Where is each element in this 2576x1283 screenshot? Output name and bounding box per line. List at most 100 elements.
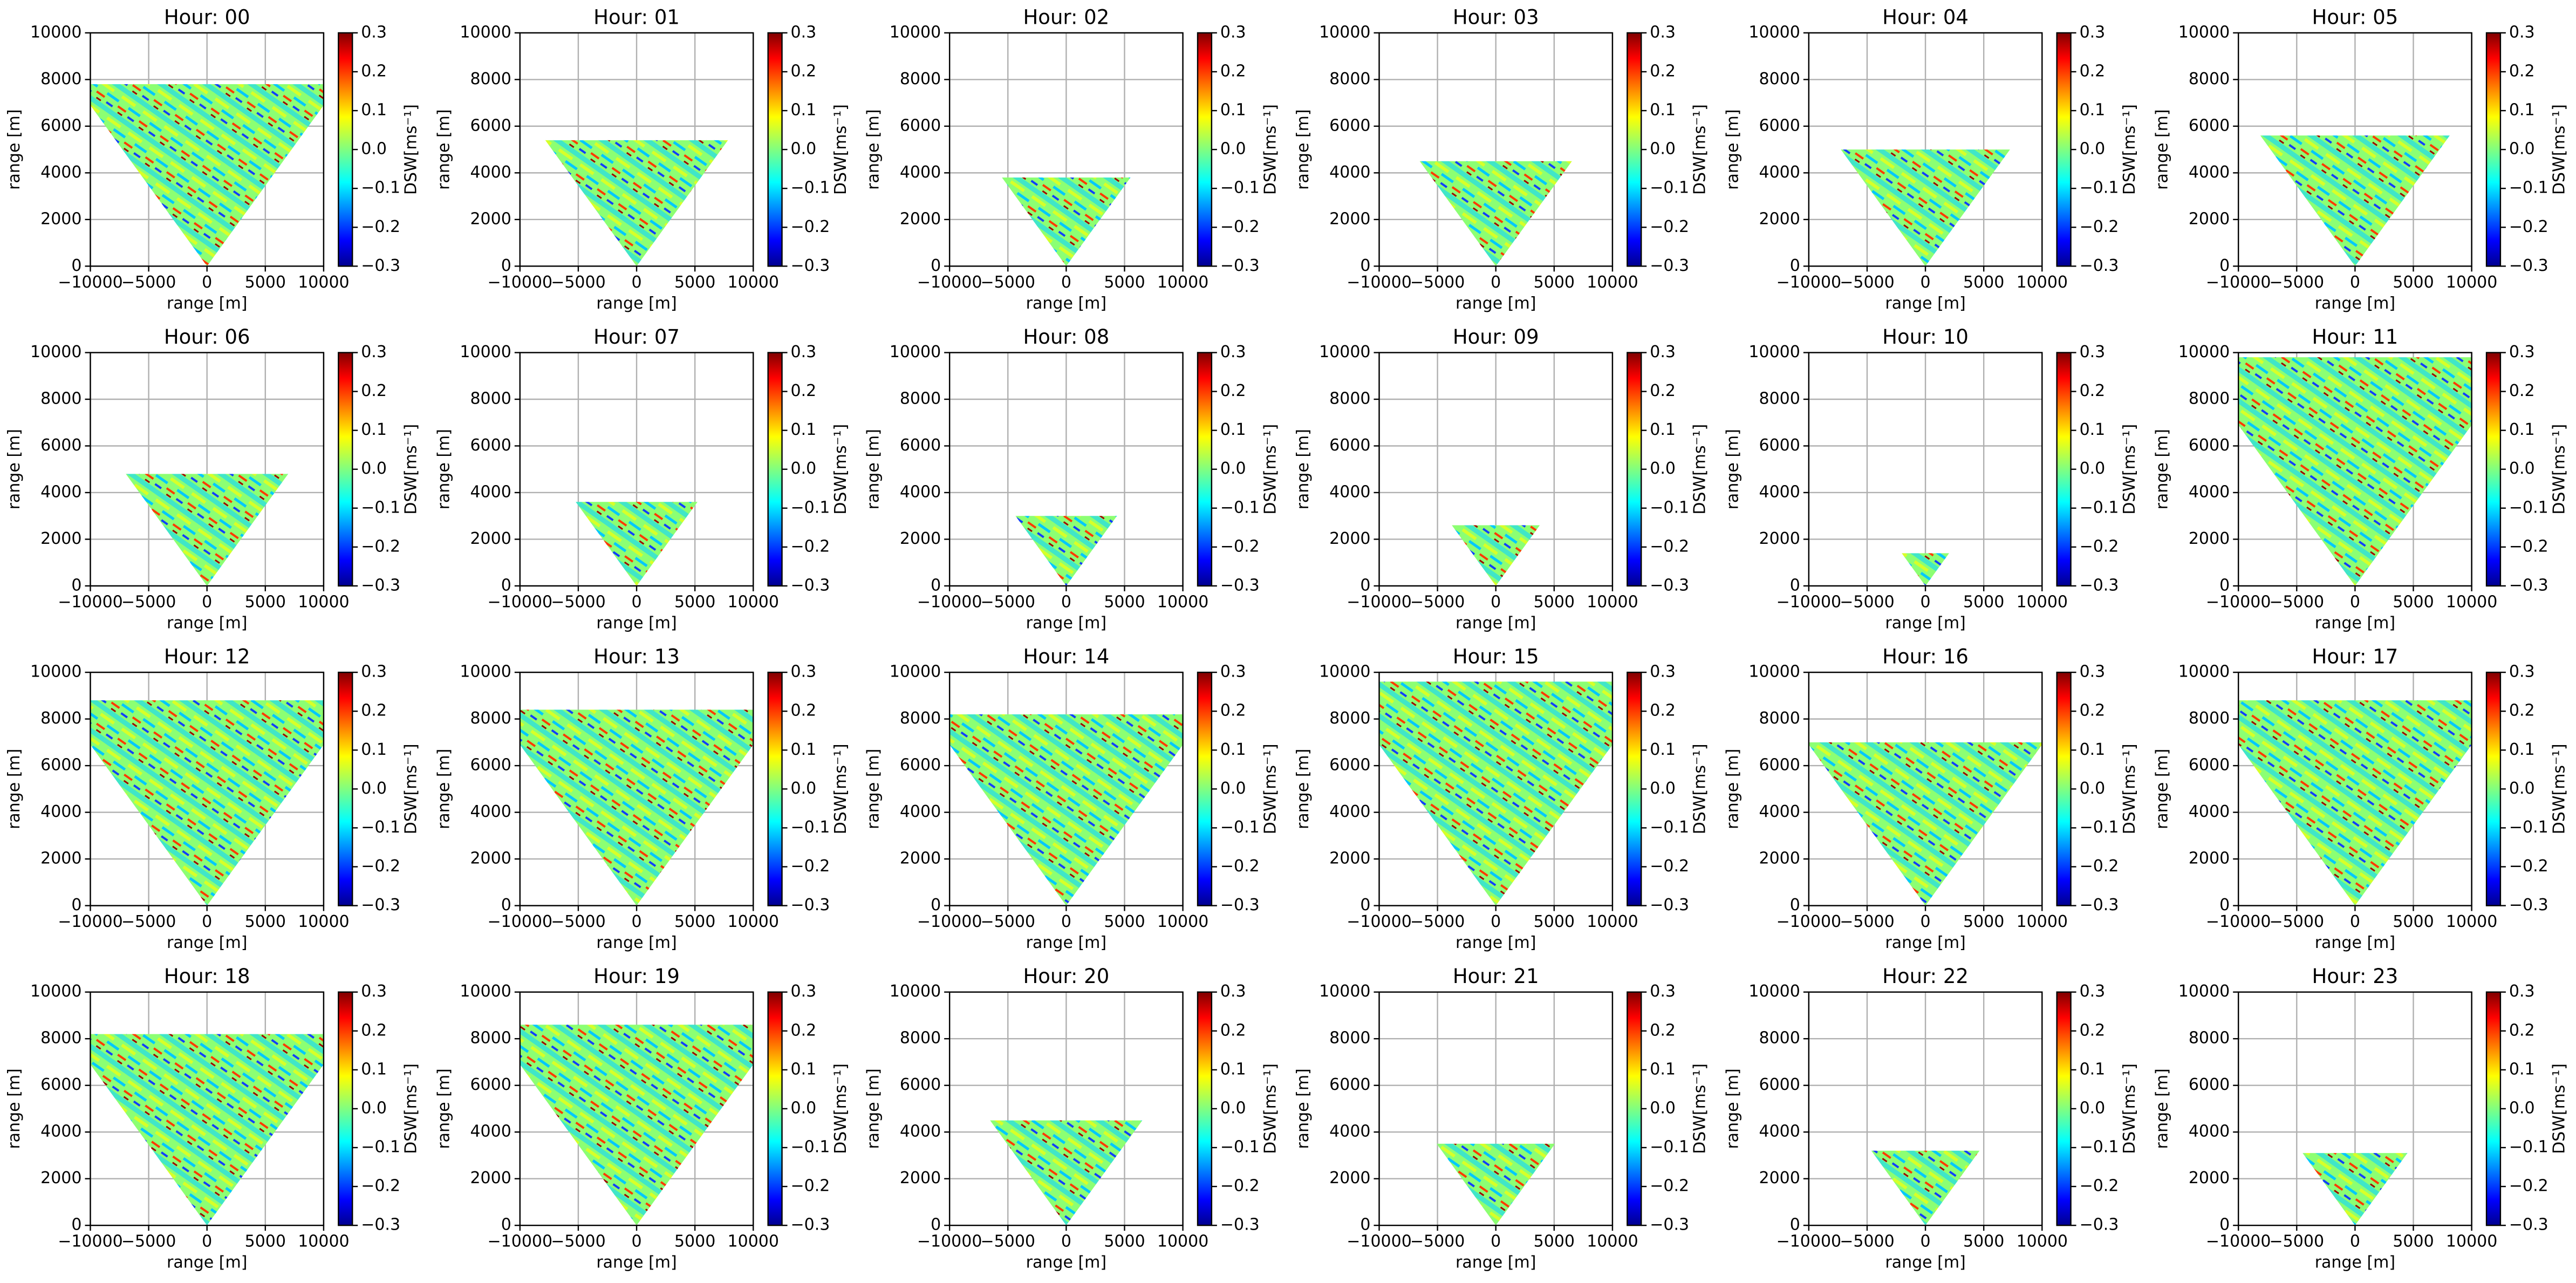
y-axis-label: range [m]: [5, 749, 24, 829]
panel-title: Hour: 15: [1453, 645, 1539, 668]
y-tick-label: 6000: [2189, 436, 2230, 455]
y-tick-label: 4000: [1759, 482, 1800, 501]
colorbar-tick-label: 0.2: [791, 701, 817, 720]
colorbar-tick-label: −0.3: [1650, 896, 1689, 915]
y-tick-label: 4000: [900, 1122, 941, 1141]
x-tick-label: −10000: [917, 592, 982, 611]
colorbar-tick-label: −0.3: [361, 1216, 400, 1234]
colorbar-tick-label: 0.1: [1220, 101, 1246, 120]
x-tick-label: 5000: [674, 592, 715, 611]
x-tick-label: 10000: [2446, 273, 2497, 292]
colorbar-label: DSW[ms⁻¹]: [2120, 1063, 2139, 1154]
data-field: [1808, 742, 2042, 906]
y-tick-label: 2000: [1759, 529, 1800, 548]
y-tick-label: 4000: [470, 163, 511, 182]
colorbar-tick-label: 0.2: [1650, 701, 1676, 720]
x-tick-label: −10000: [1776, 273, 1842, 292]
colorbar-label: DSW[ms⁻¹]: [1691, 743, 1710, 834]
panel-title: Hour: 21: [1453, 965, 1539, 988]
y-axis-label: range [m]: [864, 429, 883, 509]
panel: −10000−5000 0 5000 10000 0 2000 4000 6000 8000 10…: [1294, 965, 1710, 1272]
colorbar-tick-label: 0.1: [1220, 740, 1246, 759]
panel: −10000−5000 0 5000 10000 0 2000 4000 6000 8000 10…: [5, 325, 421, 632]
colorbar-tick-label: −0.3: [1650, 576, 1689, 595]
panel: −10000−5000 0 5000 10000 0 2000 4000 6000 8000 10…: [1294, 325, 1710, 632]
x-tick-label: 0: [202, 592, 212, 611]
x-tick-label: 5000: [245, 912, 286, 931]
colorbar-tick-label: −0.2: [791, 1177, 830, 1196]
colorbar-tick-label: 0.3: [1650, 663, 1676, 681]
colorbar-tick-label: 0.1: [1650, 420, 1676, 439]
panel-title: Hour: 10: [1882, 325, 1969, 349]
x-tick-label: −5000: [981, 1232, 1035, 1251]
colorbar-tick-label: −0.2: [2080, 1177, 2119, 1196]
colorbar-tick-label: 0.3: [1650, 982, 1676, 1001]
colorbar: [1627, 32, 1642, 267]
colorbar-tick-label: 0.0: [1220, 1098, 1246, 1117]
colorbar-tick-label: 0.0: [361, 140, 387, 159]
y-tick-label: 6000: [470, 116, 511, 135]
colorbar-label: DSW[ms⁻¹]: [2550, 424, 2568, 515]
colorbar: [338, 671, 353, 906]
axes-frame: [1808, 32, 2043, 267]
x-axis-label: range [m]: [1026, 294, 1106, 313]
colorbar: [1197, 991, 1213, 1226]
y-tick-label: 10000: [460, 23, 511, 42]
y-tick-label: 0: [1360, 896, 1370, 915]
x-tick-label: 0: [631, 912, 641, 931]
y-axis-label: range [m]: [434, 109, 453, 189]
colorbar: [1197, 352, 1213, 587]
axes-frame: [90, 671, 325, 906]
x-tick-label: −10000: [488, 273, 553, 292]
x-axis-label: range [m]: [596, 933, 677, 952]
x-tick-label: −10000: [58, 1232, 123, 1251]
y-tick-label: 6000: [900, 116, 941, 135]
y-axis-label: range [m]: [864, 749, 883, 829]
panel-title: Hour: 05: [2312, 5, 2399, 29]
x-tick-label: −10000: [917, 912, 982, 931]
colorbar-tick-label: 0.0: [2080, 1098, 2106, 1117]
x-tick-label: −5000: [1840, 1232, 1894, 1251]
axes-frame: [948, 671, 1184, 906]
colorbar-tick-label: 0.1: [361, 1060, 387, 1079]
y-axis-label: range [m]: [2153, 109, 2172, 189]
panel: −10000−5000 0 5000 10000 0 2000 4000 6000 8000 10…: [1723, 5, 2139, 312]
colorbar-label: DSW[ms⁻¹]: [2550, 104, 2568, 195]
colorbar-label: DSW[ms⁻¹]: [1691, 1063, 1710, 1154]
axes-frame: [1378, 671, 1614, 906]
panel: −10000−5000 0 5000 10000 0 2000 4000 6000 8000 10…: [5, 965, 421, 1272]
y-tick-label: 8000: [900, 390, 941, 408]
x-tick-label: −5000: [551, 912, 605, 931]
y-tick-label: 8000: [1759, 1029, 1800, 1048]
colorbar-tick-label: 0.3: [2080, 663, 2106, 681]
y-tick-label: 2000: [470, 1169, 511, 1188]
y-tick-label: 10000: [1748, 23, 1800, 42]
panel-title: Hour: 04: [1882, 5, 1969, 29]
colorbar-tick-label: 0.1: [361, 420, 387, 439]
panel: −10000−5000 0 5000 10000 0 2000 4000 6000 8000 10…: [1723, 965, 2139, 1272]
x-tick-label: −10000: [1776, 592, 1842, 611]
y-tick-label: 2000: [470, 849, 511, 868]
y-tick-label: 2000: [470, 209, 511, 228]
y-tick-label: 0: [501, 256, 511, 275]
x-tick-label: 5000: [2393, 1232, 2434, 1251]
x-tick-label: −5000: [121, 273, 176, 292]
y-tick-label: 0: [1790, 1216, 1800, 1234]
colorbar-tick-label: 0.2: [1220, 701, 1246, 720]
colorbar-tick-label: −0.1: [2509, 179, 2548, 197]
y-axis-label: range [m]: [1294, 429, 1313, 509]
x-tick-label: −5000: [1840, 273, 1894, 292]
colorbar-tick-label: −0.2: [1220, 537, 1260, 556]
y-tick-label: 0: [1360, 256, 1370, 275]
axes-frame: [1378, 352, 1614, 587]
colorbar-tick-label: −0.1: [2080, 498, 2119, 517]
data-field: [1841, 149, 2010, 267]
colorbar-tick-label: −0.3: [1220, 896, 1260, 915]
y-axis-label: range [m]: [5, 1068, 24, 1149]
x-tick-label: −10000: [488, 592, 553, 611]
y-tick-label: 2000: [900, 529, 941, 548]
colorbar: [2056, 671, 2072, 906]
colorbar-tick-label: 0.0: [791, 459, 817, 478]
colorbar-tick-label: −0.1: [791, 179, 830, 197]
y-tick-label: 0: [2219, 1216, 2230, 1234]
